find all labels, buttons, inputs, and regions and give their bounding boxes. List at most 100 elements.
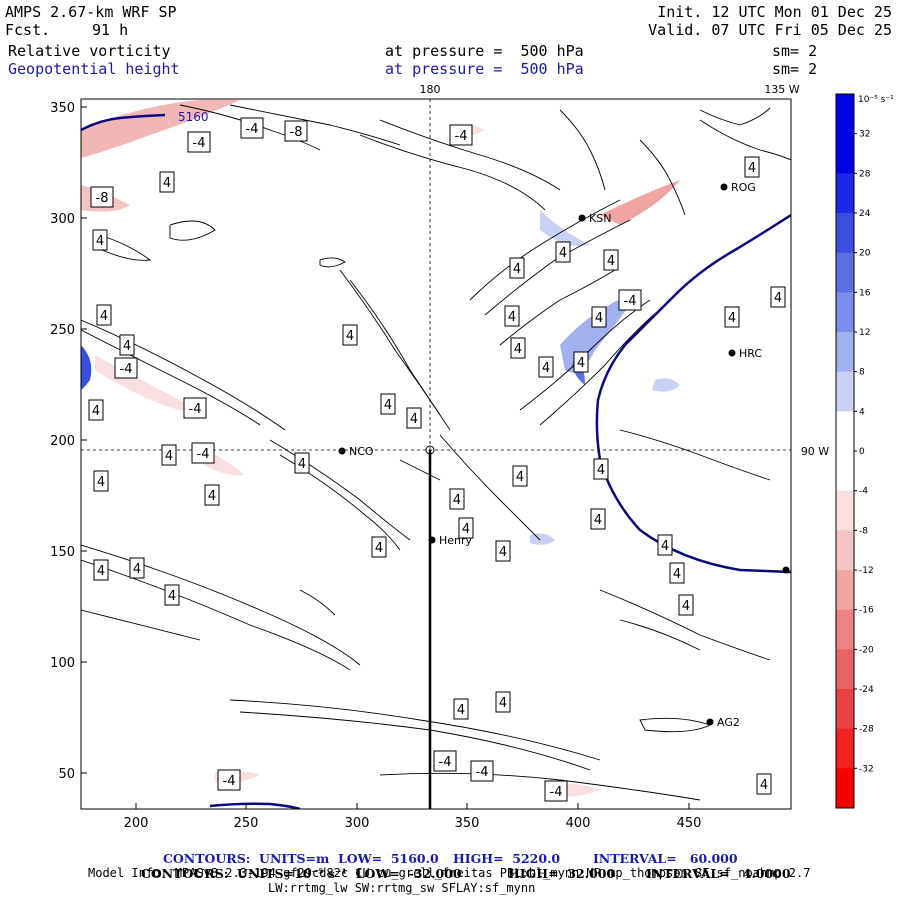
contour-label: 4 xyxy=(100,309,108,324)
colorbar-cell xyxy=(836,371,854,412)
colorbar-label: -4 xyxy=(859,487,868,497)
contour-label: 4 xyxy=(97,564,105,579)
y-tick-label: 200 xyxy=(50,434,75,449)
contour-label: 4 xyxy=(514,342,522,357)
contour-label-box xyxy=(724,306,740,328)
contour-label-box xyxy=(164,584,180,606)
lon-label-135w: 135 W xyxy=(764,83,799,96)
colorbar-cell xyxy=(836,213,854,254)
contour-label-box xyxy=(470,760,494,782)
station-label-rog: ROG xyxy=(731,181,756,194)
colorbar-label: -24 xyxy=(859,685,874,695)
contour-label-box xyxy=(555,241,571,263)
contour-label-box xyxy=(669,562,685,584)
colorbar-cell xyxy=(836,332,854,373)
contour-label-box xyxy=(509,257,525,279)
contour-label-box xyxy=(449,124,473,146)
contour-label-box xyxy=(159,171,175,193)
contour-label: 4 xyxy=(595,311,603,326)
lon-label-180: 180 xyxy=(420,83,441,96)
contour-label: 4 xyxy=(168,589,176,604)
contour-label-box xyxy=(618,289,642,311)
contour-label: 4 xyxy=(375,541,383,556)
contour-label-box xyxy=(93,559,109,581)
colorbar-cell xyxy=(836,728,854,769)
pos-vorticity-shade xyxy=(652,378,680,392)
contour-label-box xyxy=(744,156,760,178)
contour-label-box xyxy=(512,465,528,487)
colorbar-cell xyxy=(836,94,854,135)
contour-label: 4 xyxy=(774,291,782,306)
contour-label-box xyxy=(294,452,310,474)
station-marker xyxy=(720,183,728,191)
field1-level: at pressure = 500 hPa xyxy=(385,42,584,60)
colorbar-label: 8 xyxy=(859,368,865,378)
map-frame xyxy=(80,98,792,810)
x-tick-label: 350 xyxy=(455,816,480,831)
contour-label-box xyxy=(114,357,138,379)
x-tick-label: 300 xyxy=(345,816,370,831)
contour-label: 4 xyxy=(577,356,585,371)
contour-label-box xyxy=(449,488,465,510)
height-contour-label: 5160 xyxy=(178,110,209,124)
contour-label-box xyxy=(591,306,607,328)
colorbar-label: 4 xyxy=(859,407,865,417)
y-tick-label: 150 xyxy=(50,545,75,560)
contour-label: -4 xyxy=(624,294,637,309)
contour-label: -8 xyxy=(290,125,303,140)
contour-label-box xyxy=(504,305,520,327)
colorbar-label: -12 xyxy=(859,566,874,576)
colorbar-label: 28 xyxy=(859,169,871,179)
field1-smoothing: sm= 2 xyxy=(772,42,818,60)
station-label-ksn: KSN xyxy=(589,212,611,225)
contour-label: -4 xyxy=(189,402,202,417)
contour-label-box xyxy=(129,557,145,579)
colorbar-cell xyxy=(836,570,854,611)
init-time: Init. 12 UTC Mon 01 Dec 25 xyxy=(657,3,892,21)
contour-label-box xyxy=(433,750,457,772)
footer-vort-high: HIGH= 32.000 xyxy=(507,866,616,881)
contour-label-box xyxy=(191,442,215,464)
station-marker xyxy=(728,349,736,357)
contour-label: 4 xyxy=(133,562,141,577)
contour-label: 4 xyxy=(346,329,354,344)
x-tick-label: 450 xyxy=(677,816,702,831)
colorbar-label: 24 xyxy=(859,209,871,219)
y-tick-label: 50 xyxy=(58,767,75,782)
contour-label-box xyxy=(380,393,396,415)
station-marker xyxy=(578,214,586,222)
contour-label: 4 xyxy=(673,567,681,582)
contour-label: -4 xyxy=(550,785,563,800)
y-tick-label: 300 xyxy=(50,212,75,227)
x-tick-label: 200 xyxy=(124,816,149,831)
contour-label: 4 xyxy=(92,404,100,419)
contour-label: 4 xyxy=(748,161,756,176)
contour-label-box xyxy=(756,773,772,795)
colorbar-cell xyxy=(836,173,854,214)
colorbar-label: -28 xyxy=(859,725,874,735)
station-marker xyxy=(338,447,346,455)
stations: NCO Henry KSN ROG HRC AG2 xyxy=(338,181,790,729)
contour-label-box xyxy=(240,117,264,139)
contour-label: -4 xyxy=(476,765,489,780)
contour-label-box xyxy=(544,780,568,802)
forecast-hours: 91 h xyxy=(92,21,129,39)
contour-label: 4 xyxy=(597,463,605,478)
colorbar-label: -16 xyxy=(859,606,874,616)
contour-label-box xyxy=(603,249,619,271)
valid-time: Valid. 07 UTC Fri 05 Dec 25 xyxy=(648,21,892,39)
contour-label: -4 xyxy=(455,129,468,144)
contour-label: 4 xyxy=(462,522,470,537)
model-info: Model Info: MPASv8.2.3-194-gf29cd82c CU:… xyxy=(88,866,811,880)
contour-label-box xyxy=(119,334,135,356)
x-tick-label: 250 xyxy=(234,816,259,831)
contour-label-box xyxy=(371,536,387,558)
forecast-label: Fcst. xyxy=(5,21,51,39)
contour-label: 4 xyxy=(499,696,507,711)
colorbar-cell xyxy=(836,451,854,492)
contour-label-box xyxy=(90,186,114,208)
y-axis-labels: 350 300 250 200 150 100 50 xyxy=(50,101,75,782)
colorbar-label: 32 xyxy=(859,130,870,140)
colorbar-label: 20 xyxy=(859,249,871,259)
